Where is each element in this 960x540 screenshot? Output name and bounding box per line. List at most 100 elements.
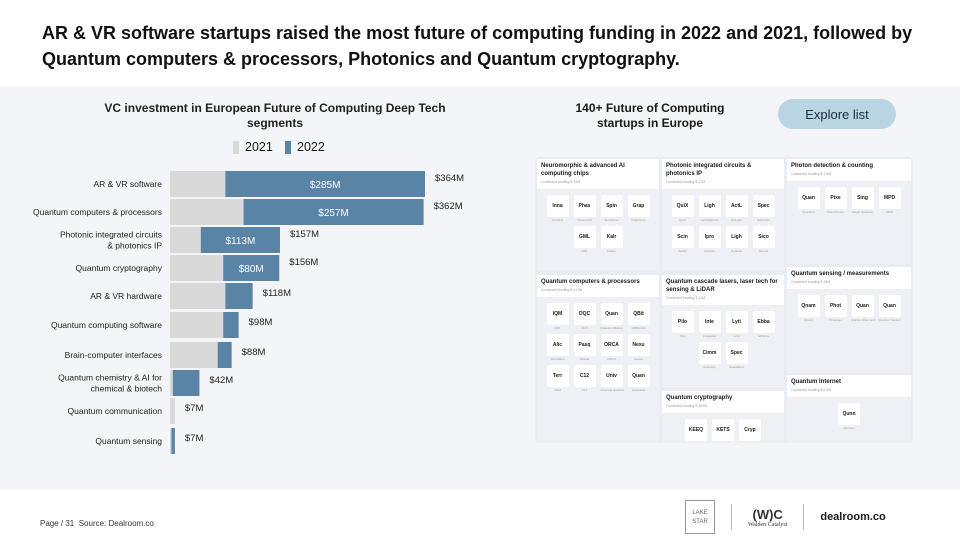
startup-logo[interactable]: KETSKETS [711, 419, 735, 443]
logo-image: GML [573, 226, 596, 248]
startup-name: Terra [554, 388, 561, 392]
segment-card[interactable]: Quantum computers & processors Combined f… [537, 275, 659, 443]
startup-logo[interactable]: Terr Terra [546, 365, 570, 392]
logo-image: Qnam [797, 295, 820, 317]
logo-image: OQC [573, 303, 596, 325]
startup-logo[interactable]: Inna Innatera [546, 195, 570, 222]
startup-logo[interactable]: QBit QBitronics [627, 303, 651, 330]
startup-name: Innatera [551, 218, 563, 222]
explore-list-button[interactable]: Explore list [778, 99, 896, 129]
segment-title: Quantum cascade lasers, laser tech for s… [662, 275, 784, 305]
bar-2022 [172, 370, 200, 396]
startup-logo[interactable]: ORCA ORCA [600, 334, 624, 361]
logo-grid: Qnam Qnami Phot Photodev Quan QuantumDiamonds… [787, 289, 911, 328]
category-label: Quantum communication [68, 406, 163, 416]
startup-name: QBitronics [631, 326, 646, 330]
startup-logo[interactable]: Quan QuantumDiamonds [851, 295, 875, 322]
startup-logo[interactable]: Ligh Lightium [725, 226, 749, 253]
startup-logo[interactable]: Quan Quandela [627, 365, 651, 392]
startup-logo[interactable]: Kalr Kalray [600, 226, 624, 253]
startup-logo[interactable]: Pixe Pixel Photon [824, 187, 848, 214]
logo-image: IQM [546, 303, 569, 325]
startup-logo[interactable]: OQC OQC [573, 303, 597, 330]
startup-logo[interactable]: Inte Integrated [698, 311, 722, 338]
startup-logo[interactable]: KEEQKEEQuant [684, 419, 708, 443]
startup-logo[interactable]: Quan Quantum Motion [600, 303, 624, 330]
startup-logo[interactable]: Spec Spectrum [752, 195, 776, 222]
startup-logo[interactable]: Phot Photodev [824, 295, 848, 322]
startup-logo[interactable]: Sico Sicoya [752, 226, 776, 253]
divider [803, 504, 805, 530]
startup-logo[interactable]: Quan Quantum [797, 187, 821, 214]
bar-value-label: $285M [310, 180, 341, 191]
logo-grid: Qunn Qunnect [787, 397, 911, 436]
startup-name: Kalray [607, 249, 616, 253]
segment-card[interactable]: Quantum Internet Combined funding $ 8.0M Q… [787, 375, 911, 443]
startup-logo[interactable]: Pilo Pilot [671, 311, 695, 338]
total-label: $98M [249, 317, 273, 328]
startup-name: Universal Quantum [599, 388, 624, 392]
startup-logo[interactable]: Sing Single Quantum [851, 187, 875, 214]
startup-name: KEEQuant [684, 442, 708, 443]
startup-logo[interactable]: Quan Quantum Sensor [878, 295, 902, 322]
bar-2022 [225, 283, 253, 309]
startup-name: Sicoya [758, 249, 768, 253]
segment-card[interactable]: Quantum cascade lasers, laser tech for s… [662, 275, 784, 387]
segment-card[interactable]: Photonic integrated circuits & photonics… [662, 159, 784, 271]
startup-logo[interactable]: MPD MPD [878, 187, 902, 214]
logo-image: Quan [851, 295, 874, 317]
startup-name: Lightelligence [700, 218, 719, 222]
logo-image: Quan [878, 295, 901, 317]
startup-logo[interactable]: C12 C12 [573, 365, 597, 392]
logo-image: MPD [878, 187, 901, 209]
category-label: chemical & biotech [91, 384, 163, 394]
startup-logo[interactable]: Grap Graphcore [627, 195, 651, 222]
page-number: Page / 31 [40, 519, 75, 528]
bar-2021 [170, 342, 218, 368]
startup-logo[interactable]: Qnam Qnami [797, 295, 821, 322]
startup-logo[interactable]: Pasq Pasqal [573, 334, 597, 361]
segment-card[interactable]: Quantum cryptography Combined funding $ 1… [662, 391, 784, 443]
startup-name: KETS [711, 442, 735, 443]
source-note: Source: Dealroom.co [78, 519, 154, 528]
bar-2022 [223, 255, 280, 281]
logo-image: Phas [573, 195, 596, 217]
startup-logo[interactable]: Ligh Lightelligence [698, 195, 722, 222]
startup-name: MPD [886, 210, 893, 214]
startup-logo[interactable]: QuiX QuiX [671, 195, 695, 222]
segment-card[interactable]: Quantum sensing / measurements Combined f… [787, 267, 911, 373]
segment-card[interactable]: Neuromorphic & advanced AI computing chi… [537, 159, 659, 271]
bar-2021 [170, 312, 224, 338]
startup-name: Integrated [702, 334, 717, 338]
legend-swatch-2022 [285, 140, 291, 154]
startup-logo[interactable]: IQM IQM [546, 303, 570, 330]
logo-image: ActL [725, 195, 748, 217]
startup-logo[interactable]: Ipro Ipronics [698, 226, 722, 253]
startup-logo[interactable]: Scin Scintil [671, 226, 695, 253]
startup-logo[interactable]: Nexu Nexus [627, 334, 651, 361]
startup-logo[interactable]: Alic Alice&Bob [546, 334, 570, 361]
startup-logo[interactable]: Phas Phasecraft [573, 195, 597, 222]
segment-name: Quantum computers & processors [541, 279, 640, 285]
startup-logo[interactable]: Spec SpectaRod [725, 342, 749, 369]
logo-image: Quan [600, 303, 623, 325]
segment-funding: Combined funding $ 1.8M [791, 172, 832, 176]
logo-image: Qunn [838, 403, 860, 425]
startup-logo[interactable]: Spin Spinsense [600, 195, 624, 222]
startup-logo[interactable]: Lyti Lytid [725, 311, 749, 338]
segment-name: Quantum sensing / measurements [791, 271, 890, 277]
legend-2022: 2022 [285, 140, 325, 154]
segment-card[interactable]: Photon detection & counting Combined fund… [787, 159, 911, 264]
bar-value-label: $113M [225, 236, 255, 247]
startup-logo[interactable]: Cimm Cimmetry [698, 342, 722, 369]
category-label: Quantum sensing [95, 436, 162, 446]
logo-grid: Inna Innatera Phas Phasecraft Spin Spinsense G… [537, 189, 659, 259]
startup-logo[interactable]: Qunn Qunnect [837, 403, 861, 430]
logo-image: Sing [851, 187, 874, 209]
startup-logo[interactable]: Univ Universal Quantum [600, 365, 624, 392]
startup-logo[interactable]: GML GML [573, 226, 597, 253]
startup-logo[interactable]: CrypCrypto [738, 419, 762, 443]
startup-logo[interactable]: ActL ActLight [725, 195, 749, 222]
startup-name: C12 [581, 388, 588, 392]
startup-logo[interactable]: Ebba Ebbana [752, 311, 776, 338]
